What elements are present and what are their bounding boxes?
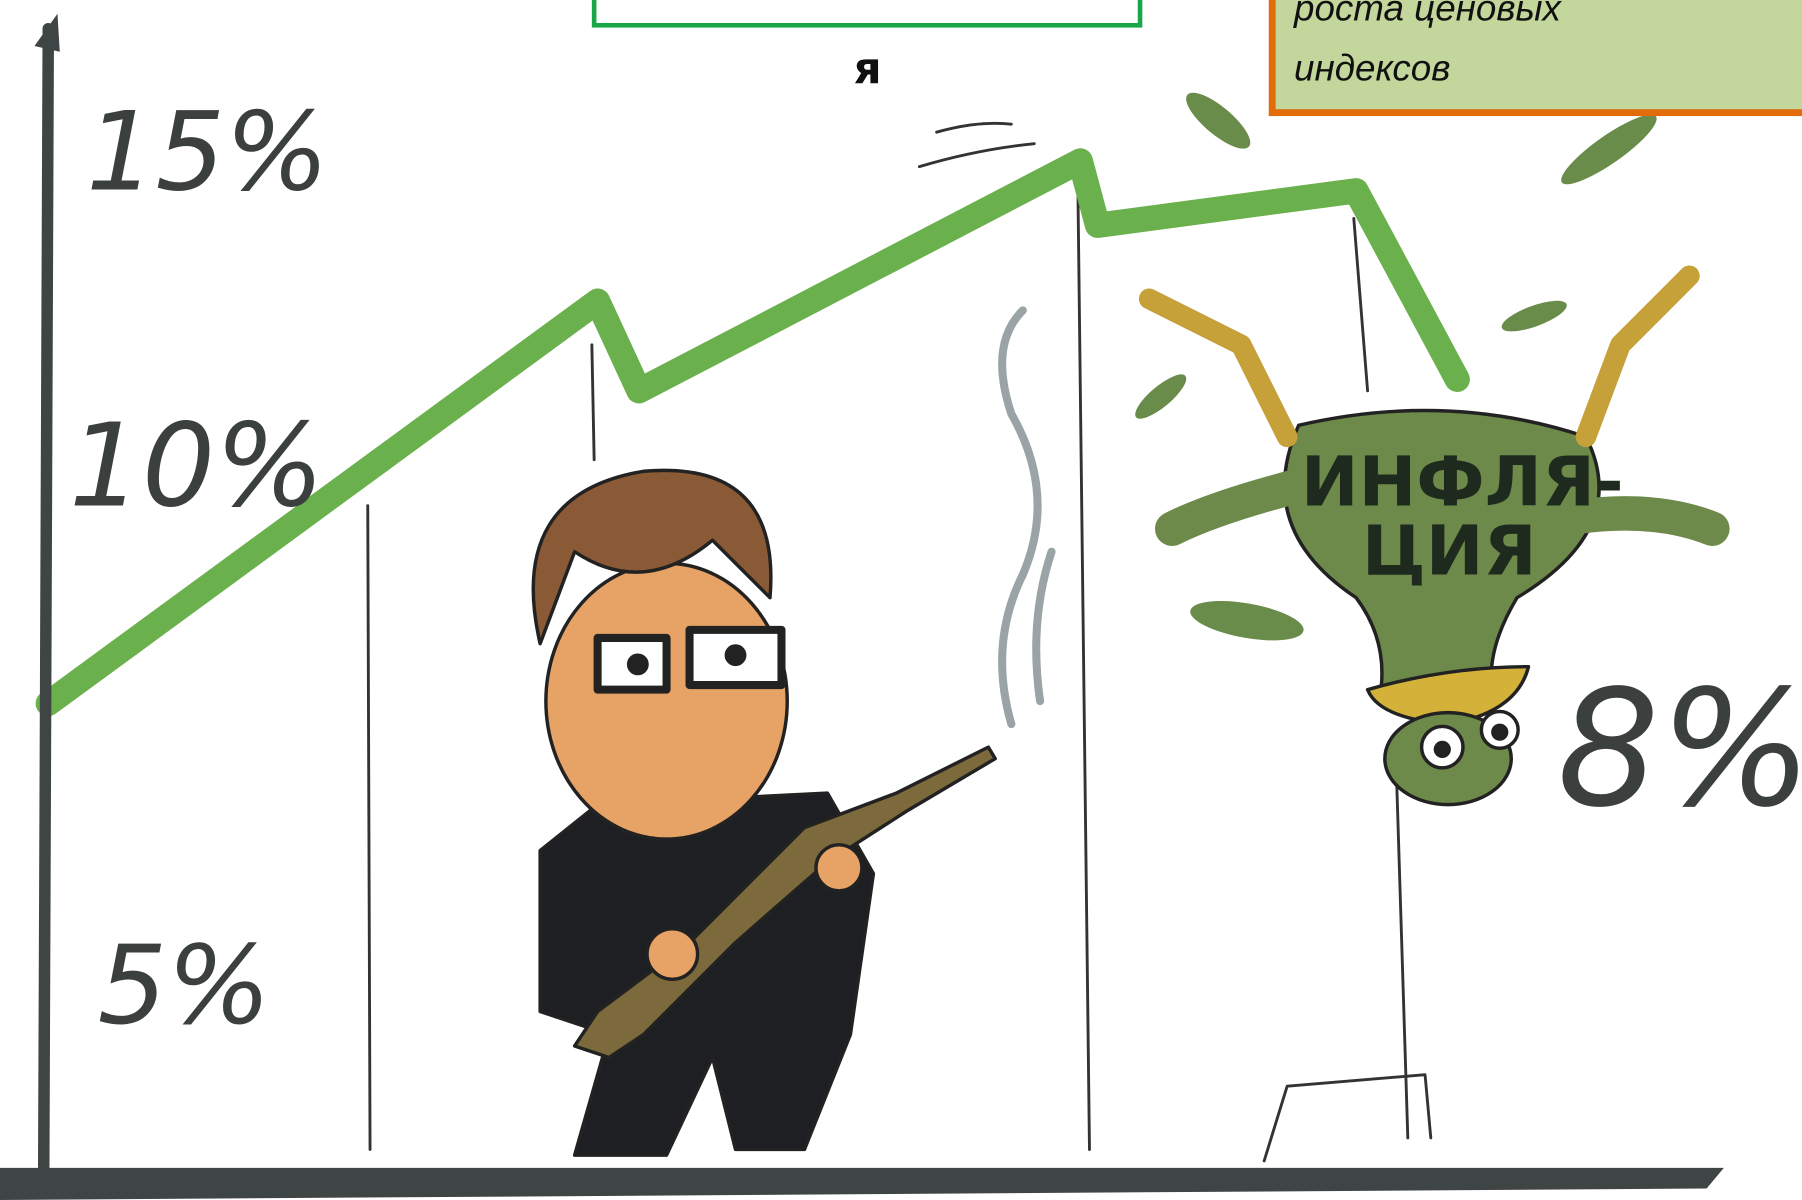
- cartoon: ИНФЛЯ- ЦИЯ 15% 10% 5% 8%: [0, 13, 1802, 1200]
- frog-label: ИНФЛЯ-: [1301, 443, 1624, 523]
- axis-arrow: [34, 13, 60, 52]
- y-axis: [37, 22, 55, 1190]
- leaves: [1135, 92, 1657, 641]
- frog-label: ЦИЯ: [1362, 512, 1537, 592]
- axis-label: 15%: [86, 89, 329, 216]
- man: [531, 468, 997, 1157]
- note-box: [1268, 0, 1802, 117]
- axis-label: 10%: [69, 400, 324, 534]
- frog: [1138, 265, 1730, 807]
- trend-line: [35, 148, 1470, 717]
- smoke: [998, 306, 1056, 729]
- chart-lines: [366, 121, 1433, 1163]
- axis-label: 5%: [98, 922, 271, 1049]
- title-tail: я: [854, 43, 882, 94]
- x-axis: [0, 1167, 1724, 1200]
- note-line: индексов: [1294, 47, 1450, 88]
- title-box: [591, 0, 1143, 28]
- note-line: роста ценовых: [1293, 0, 1563, 29]
- inflation-value: 8%: [1557, 656, 1802, 843]
